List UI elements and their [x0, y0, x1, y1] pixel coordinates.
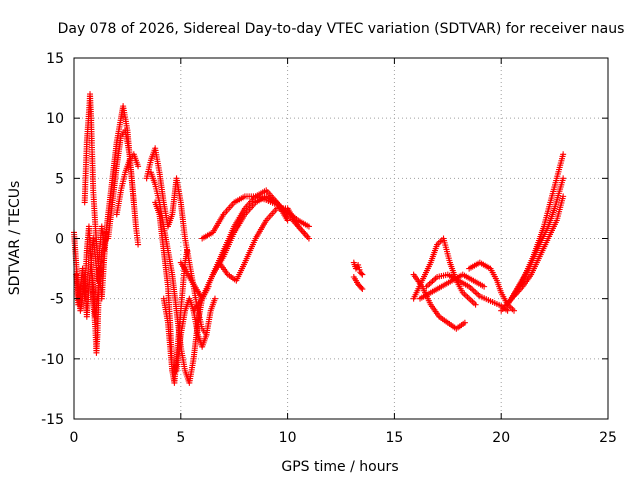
axis-ticks: 0 5 10 15 20 25 -15 -10 -5 0 5 10 15	[41, 51, 617, 446]
data-point	[481, 283, 488, 290]
series-arc-r	[410, 235, 479, 308]
y-tick-label: 10	[46, 111, 64, 127]
x-tick-label: 25	[599, 430, 617, 446]
data-point	[560, 193, 567, 200]
y-axis-label: SDTVAR / TECUs	[7, 181, 23, 296]
data-point	[511, 307, 518, 314]
data-point	[560, 151, 567, 158]
series-arc-q	[350, 274, 366, 293]
data-point	[358, 284, 365, 291]
data-point	[359, 271, 366, 278]
x-tick-label: 10	[279, 430, 297, 446]
data-point	[284, 217, 291, 224]
data-point	[560, 175, 567, 182]
data-point	[305, 235, 312, 242]
x-tick-label: 0	[70, 430, 79, 446]
data-point	[135, 241, 142, 248]
x-tick-label: 20	[492, 430, 510, 446]
x-tick-label: 15	[385, 430, 403, 446]
x-axis-label: GPS time / hours	[281, 459, 398, 475]
series-arc-d	[88, 247, 105, 356]
series-arc-k	[160, 295, 218, 374]
data-point	[211, 295, 218, 302]
series-arc-u	[417, 271, 488, 302]
data-point	[130, 199, 137, 206]
data-point	[184, 247, 191, 254]
y-tick-label: 15	[46, 51, 64, 67]
series-arc-o	[216, 205, 312, 284]
y-tick-label: -10	[41, 352, 64, 368]
data-point	[358, 270, 365, 277]
series-arc-g	[113, 151, 142, 218]
y-tick-label: 0	[55, 232, 64, 248]
chart-title: Day 078 of 2026, Sidereal Day-to-day VTE…	[58, 21, 625, 37]
series-arc-p	[350, 259, 366, 278]
data-point	[472, 301, 479, 308]
data-point	[461, 319, 468, 326]
series-arc-f	[105, 127, 137, 242]
data-point	[135, 163, 142, 170]
y-tick-label: -15	[41, 412, 64, 428]
data-point	[305, 223, 312, 230]
series-arc-y	[511, 193, 567, 300]
series-arc-s	[410, 271, 468, 332]
y-tick-label: 5	[55, 171, 64, 187]
y-tick-label: -5	[50, 292, 64, 308]
x-tick-label: 5	[176, 430, 185, 446]
data-series	[71, 91, 567, 386]
data-point	[359, 286, 366, 293]
series-arc-x	[504, 175, 567, 308]
data-point	[504, 307, 511, 314]
